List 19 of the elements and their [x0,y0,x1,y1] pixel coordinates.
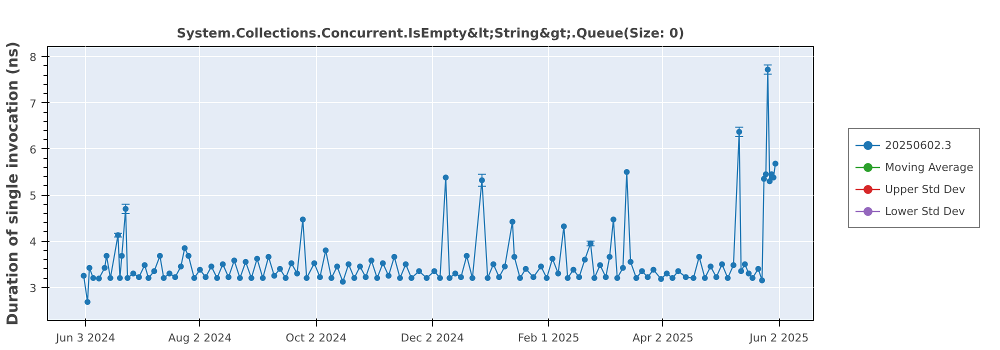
legend-label: 20250602.3 [885,138,952,152]
y-axis-title: Duration of single invocation (ns) [4,42,22,326]
x-tick-label: Oct 2 2024 [286,332,347,344]
y-tick-label: 6 [30,143,36,156]
chart-title: System.Collections.Concurrent.IsEmpty&lt;String&gt;.Queue(Size: 0) [176,26,684,42]
x-tick-label: Jun 3 2024 [55,332,116,344]
x-tick-label: Feb 1 2025 [518,332,580,344]
x-tick-label: Dec 2 2024 [400,332,464,344]
legend-label: Moving Average [885,160,974,174]
x-tick-label: Jun 2 2025 [748,332,809,344]
y-tick-label: 7 [30,97,36,110]
y-tick-label: 5 [30,190,36,203]
legend-label: Lower Std Dev [885,204,965,218]
x-tick-label: Apr 2 2025 [632,332,694,344]
y-tick-label: 3 [30,282,36,295]
x-tick-label: Aug 2 2024 [168,332,232,344]
y-tick-label: 4 [30,236,36,249]
y-tick-label: 8 [30,51,36,64]
legend-label: Upper Std Dev [885,182,966,196]
